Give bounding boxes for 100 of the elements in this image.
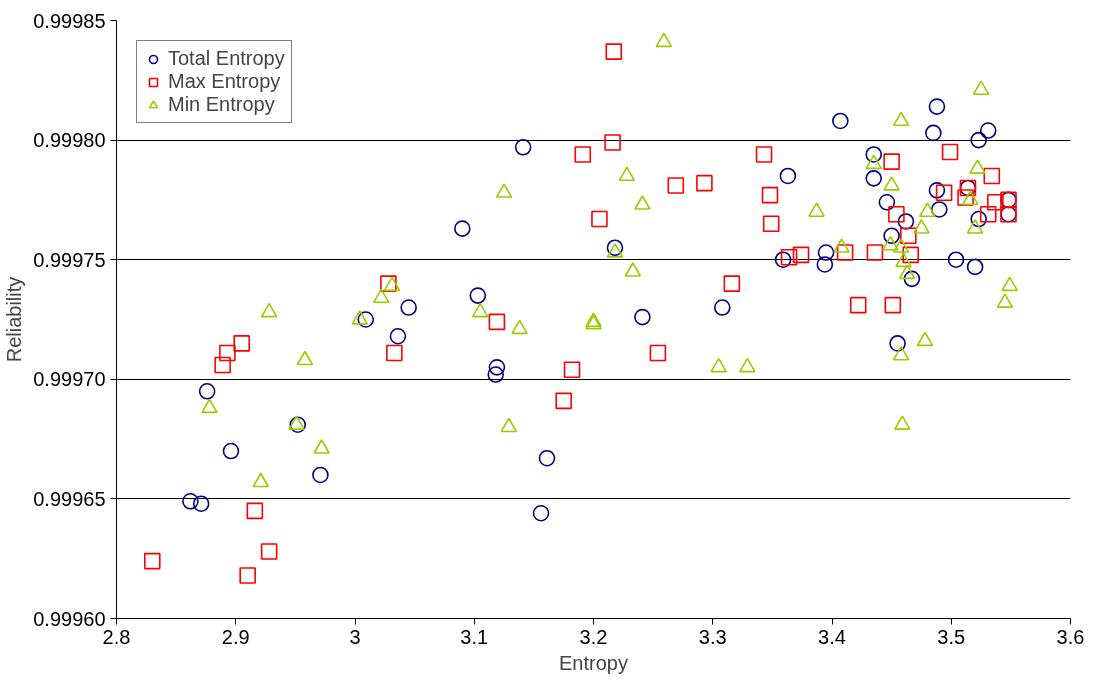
point xyxy=(538,449,556,467)
point xyxy=(488,359,506,376)
point xyxy=(260,302,278,318)
point xyxy=(895,252,912,268)
x-tick-label: 3.1 xyxy=(460,625,489,648)
point xyxy=(972,80,990,95)
point xyxy=(696,174,713,192)
point xyxy=(865,154,883,170)
point xyxy=(289,416,307,434)
point xyxy=(817,244,835,261)
point xyxy=(866,244,884,261)
y-axis-title: Reliability xyxy=(3,276,26,363)
x-tick-label: 3.4 xyxy=(818,625,846,648)
point xyxy=(713,299,731,316)
point xyxy=(849,296,867,314)
point xyxy=(739,357,756,373)
point xyxy=(495,183,513,198)
point xyxy=(591,210,608,228)
x-tick-label: 3.5 xyxy=(937,625,966,648)
x-tick-label: 3.3 xyxy=(698,625,727,648)
legend-label: Min Entropy xyxy=(168,93,275,116)
point xyxy=(913,219,930,234)
point xyxy=(296,350,314,366)
point xyxy=(957,189,974,206)
point xyxy=(903,270,921,288)
y-tick-label: 0.99965 xyxy=(33,487,106,510)
point xyxy=(865,170,883,187)
point xyxy=(962,190,979,206)
point xyxy=(882,235,899,251)
point xyxy=(514,138,532,156)
point xyxy=(723,275,741,292)
point xyxy=(574,146,592,163)
point xyxy=(987,193,1004,211)
point xyxy=(889,335,906,352)
point xyxy=(618,166,636,182)
x-tick-label: 3.2 xyxy=(579,625,608,648)
point xyxy=(624,262,642,277)
point xyxy=(966,219,984,234)
point xyxy=(143,552,161,570)
point xyxy=(941,143,959,161)
point xyxy=(916,331,934,347)
point xyxy=(898,264,916,280)
point xyxy=(884,296,902,314)
point xyxy=(878,194,896,211)
legend-label: Max Entropy xyxy=(168,70,281,93)
point xyxy=(892,345,910,361)
point xyxy=(983,167,1001,185)
point xyxy=(883,227,900,245)
point xyxy=(969,159,986,174)
point xyxy=(383,276,401,292)
point xyxy=(606,239,624,257)
point xyxy=(380,275,397,292)
point xyxy=(606,243,624,258)
point xyxy=(761,186,779,204)
point xyxy=(710,357,728,373)
point xyxy=(792,246,810,264)
point xyxy=(500,417,518,433)
point xyxy=(1001,276,1018,292)
point xyxy=(233,335,251,352)
point xyxy=(832,112,849,130)
point xyxy=(779,167,797,185)
point xyxy=(892,111,910,127)
x-tick-label: 3 xyxy=(349,625,361,648)
point xyxy=(219,344,236,362)
point xyxy=(192,495,210,512)
point xyxy=(883,176,900,191)
point xyxy=(836,244,854,261)
y-tick-label: 0.99985 xyxy=(33,9,106,32)
point xyxy=(471,302,489,318)
point xyxy=(931,201,948,218)
point xyxy=(970,131,987,149)
point xyxy=(604,134,621,151)
point xyxy=(979,205,997,223)
point xyxy=(357,311,375,328)
point xyxy=(888,205,905,223)
point xyxy=(634,308,651,326)
point xyxy=(935,184,953,202)
point xyxy=(260,543,278,560)
point xyxy=(182,493,199,510)
point xyxy=(222,442,240,460)
point xyxy=(214,356,231,374)
point xyxy=(454,220,471,237)
point xyxy=(469,287,487,304)
point xyxy=(816,256,834,273)
point xyxy=(288,415,305,430)
point xyxy=(532,504,550,522)
point xyxy=(198,382,216,400)
point xyxy=(892,238,910,253)
point xyxy=(246,502,264,520)
point xyxy=(897,213,915,230)
legend-label: Total Entropy xyxy=(168,47,285,70)
y-tick-label: 0.99975 xyxy=(33,248,106,271)
point xyxy=(201,398,218,414)
point xyxy=(762,215,780,233)
point xyxy=(902,246,920,264)
point xyxy=(563,361,581,379)
point xyxy=(667,177,685,194)
point xyxy=(979,122,997,139)
point xyxy=(634,195,651,210)
point xyxy=(928,182,946,199)
